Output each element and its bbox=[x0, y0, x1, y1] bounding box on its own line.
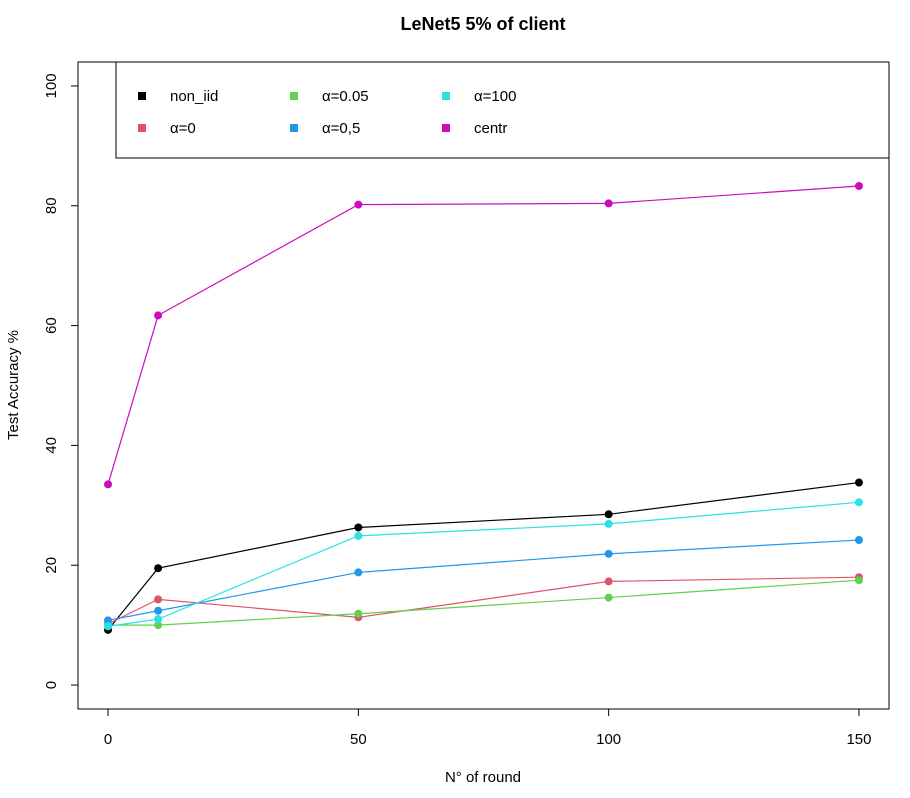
data-point bbox=[154, 564, 163, 573]
series-line bbox=[107, 481, 860, 631]
legend-entry: α=0.05 bbox=[290, 88, 369, 105]
data-point bbox=[604, 593, 613, 602]
data-point bbox=[854, 536, 863, 545]
x-tick-label: 100 bbox=[596, 731, 621, 748]
data-point bbox=[104, 480, 113, 489]
legend: non_iid α=0 α=0.05 α=0,5 α=100 centr bbox=[115, 61, 890, 159]
data-point bbox=[154, 615, 163, 624]
legend-swatch bbox=[442, 124, 450, 132]
legend-entry: centr bbox=[442, 120, 507, 137]
legend-label: α=0,5 bbox=[322, 120, 360, 137]
data-point bbox=[854, 576, 863, 585]
series-line bbox=[108, 579, 860, 626]
legend-label: non_iid bbox=[170, 88, 218, 105]
legend-entry: α=100 bbox=[442, 88, 516, 105]
series-line bbox=[107, 539, 859, 621]
data-point bbox=[604, 199, 613, 208]
y-tick-label: 0 bbox=[43, 681, 60, 689]
series-3 bbox=[104, 536, 863, 625]
series-4 bbox=[104, 498, 863, 631]
data-point bbox=[604, 549, 613, 558]
legend-label: centr bbox=[474, 120, 507, 137]
series-layer bbox=[104, 182, 863, 634]
y-tick-label: 40 bbox=[43, 437, 60, 454]
series-line bbox=[107, 576, 859, 625]
legend-label: α=0 bbox=[170, 120, 196, 137]
legend-swatch bbox=[442, 92, 450, 100]
series-5 bbox=[104, 182, 863, 489]
chart-title: LeNet5 5% of client bbox=[400, 14, 565, 34]
x-tick-label: 50 bbox=[350, 731, 367, 748]
data-point bbox=[354, 531, 363, 540]
x-tick-label: 0 bbox=[104, 731, 112, 748]
data-point bbox=[604, 510, 613, 519]
legend-entry: non_iid bbox=[138, 88, 218, 105]
y-tick-label: 100 bbox=[43, 73, 60, 98]
legend-entry: α=0 bbox=[138, 120, 196, 137]
data-point bbox=[154, 621, 163, 630]
y-axis: 0 20 40 60 80 100 bbox=[43, 73, 78, 689]
data-point bbox=[104, 616, 113, 625]
series-0 bbox=[104, 478, 863, 634]
data-point bbox=[604, 519, 613, 528]
legend-swatch bbox=[290, 92, 298, 100]
y-tick-label: 80 bbox=[43, 197, 60, 214]
series-1 bbox=[104, 573, 863, 628]
legend-label: α=0.05 bbox=[322, 88, 369, 105]
data-point bbox=[354, 523, 363, 532]
data-point bbox=[104, 622, 113, 631]
data-point bbox=[854, 478, 863, 487]
data-point bbox=[354, 609, 363, 618]
legend-swatch bbox=[138, 92, 146, 100]
legend-box bbox=[115, 61, 890, 159]
y-tick-label: 60 bbox=[43, 317, 60, 334]
data-point bbox=[354, 568, 363, 577]
x-axis: 0 50 100 150 bbox=[104, 709, 871, 748]
x-axis-label: N° of round bbox=[445, 769, 521, 786]
legend-entry: α=0,5 bbox=[290, 120, 360, 137]
data-point bbox=[604, 577, 613, 586]
data-point bbox=[854, 182, 863, 191]
x-tick-label: 150 bbox=[846, 731, 871, 748]
data-point bbox=[154, 595, 163, 604]
data-point bbox=[154, 311, 163, 320]
y-tick-label: 20 bbox=[43, 557, 60, 574]
series-line bbox=[107, 185, 860, 485]
plot-frame bbox=[77, 61, 890, 710]
y-axis-label: Test Accuracy % bbox=[5, 330, 22, 440]
series-2 bbox=[104, 576, 863, 630]
data-point bbox=[854, 498, 863, 507]
legend-label: α=100 bbox=[474, 88, 516, 105]
legend-swatch bbox=[290, 124, 298, 132]
legend-swatch bbox=[138, 124, 146, 132]
data-point bbox=[154, 606, 163, 615]
data-point bbox=[354, 200, 363, 209]
